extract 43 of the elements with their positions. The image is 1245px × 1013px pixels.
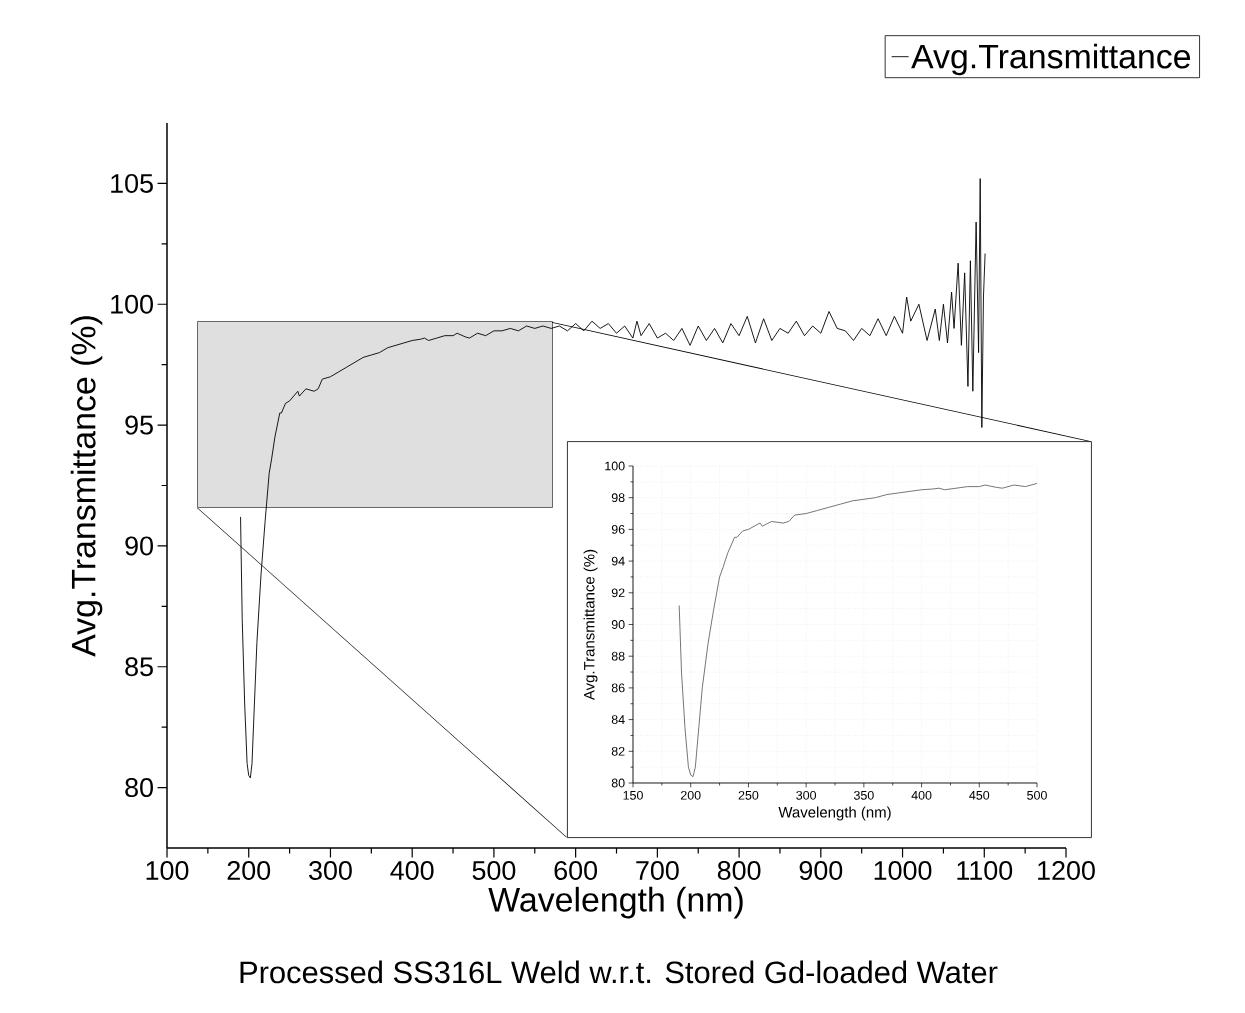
y-tick-label: 98	[611, 493, 625, 503]
x-tick-label: 1100	[957, 860, 1013, 881]
legend-label: Avg.Transmittance	[911, 43, 1191, 76]
x-axis-title: Wavelength (nm)	[778, 806, 891, 821]
x-tick-label: 800	[717, 860, 761, 881]
y-tick-label: 80	[125, 778, 153, 798]
y-tick-label: 80	[611, 778, 625, 788]
x-tick-label: 200	[680, 790, 701, 800]
y-tick-label: 86	[611, 683, 625, 693]
y-tick-label: 100	[605, 461, 625, 471]
x-tick-label: 500	[1027, 790, 1047, 800]
x-axis-title: Wavelength (nm)	[488, 886, 743, 919]
x-tick-label: 1000	[874, 860, 932, 881]
x-tick-label: 400	[390, 860, 434, 881]
x-tick-label: 450	[969, 790, 990, 800]
y-tick-label: 94	[611, 556, 625, 566]
x-tick-label: 400	[911, 790, 932, 800]
x-tick-label: 250	[738, 790, 759, 800]
y-tick-label: 82	[611, 746, 625, 756]
x-tick-label: 500	[472, 860, 516, 881]
x-tick-label: 350	[853, 790, 874, 800]
x-tick-label: 150	[623, 790, 643, 800]
x-tick-label: 200	[227, 860, 271, 881]
y-tick-label: 105	[111, 173, 153, 193]
x-tick-label: 1200	[1038, 860, 1095, 881]
y-tick-label: 96	[611, 524, 625, 534]
y-tick-label: 88	[611, 651, 625, 661]
y-axis-title: Avg.Transmittance (%)	[70, 316, 103, 657]
text: Processed SS316L Weld w.r.t. Stored Gd-loaded Water	[240, 960, 998, 984]
x-tick-label: 700	[636, 860, 679, 881]
x-tick-label: 300	[796, 790, 817, 800]
x-tick-label: 300	[309, 860, 352, 881]
x-tick-label: 900	[799, 860, 843, 881]
y-tick-label: 92	[611, 588, 625, 598]
y-tick-label: 95	[125, 415, 153, 435]
y-tick-label: 90	[611, 620, 625, 629]
y-tick-label: 84	[611, 715, 625, 725]
y-tick-label: 90	[125, 536, 153, 556]
x-tick-label: 100	[146, 860, 189, 881]
y-tick-label: 85	[125, 657, 153, 677]
y-tick-label: 100	[111, 294, 153, 314]
x-tick-label: 600	[554, 860, 598, 881]
y-axis-title: Avg.Transmittance (%)	[583, 549, 598, 701]
